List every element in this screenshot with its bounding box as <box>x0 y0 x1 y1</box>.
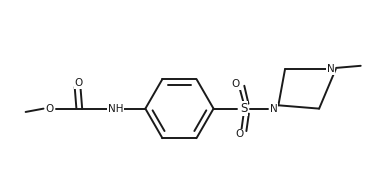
Text: S: S <box>240 102 247 115</box>
Text: NH: NH <box>108 104 123 114</box>
Text: N: N <box>270 104 277 114</box>
Text: O: O <box>75 78 83 88</box>
Text: O: O <box>235 129 243 139</box>
Text: O: O <box>232 79 240 89</box>
Text: N: N <box>327 64 334 74</box>
Text: O: O <box>46 104 54 114</box>
